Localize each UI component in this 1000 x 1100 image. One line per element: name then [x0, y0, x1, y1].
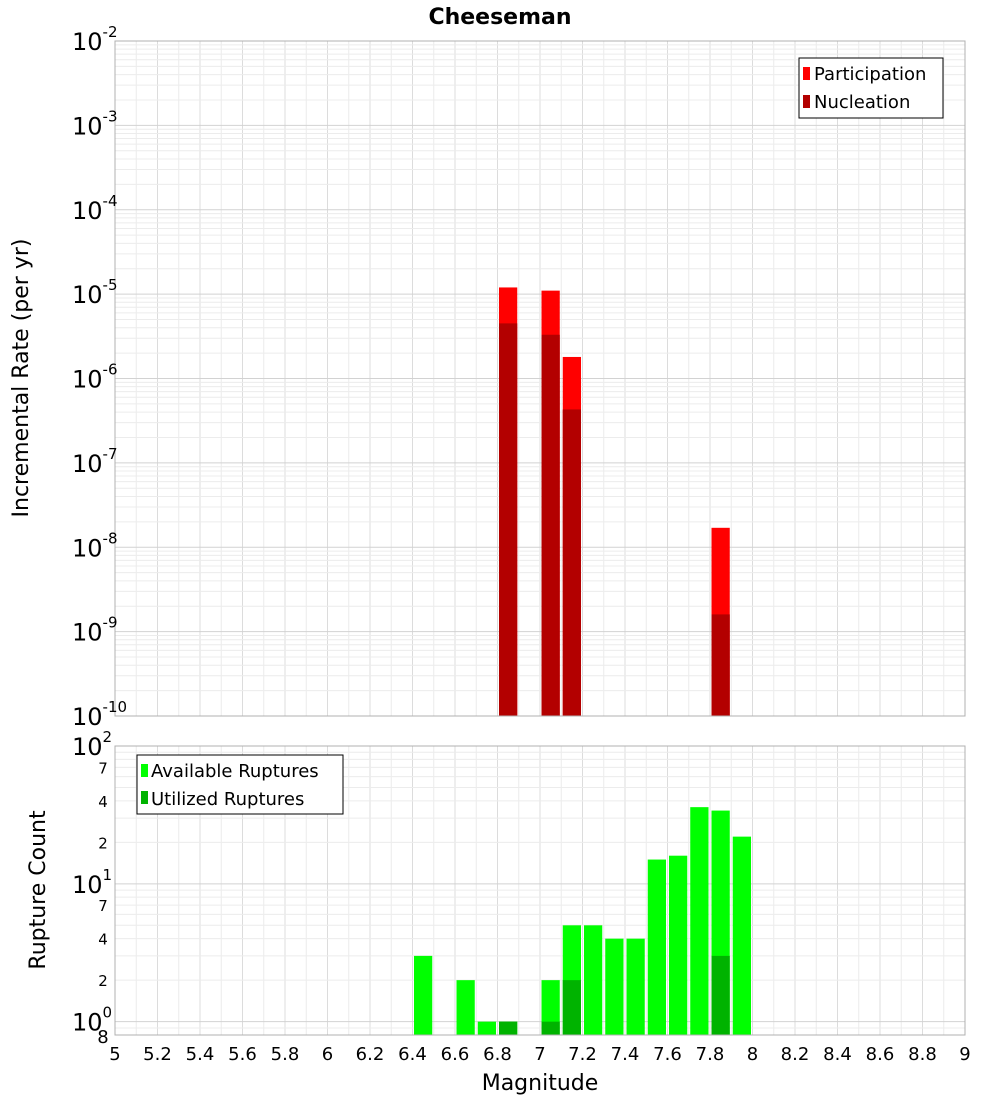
x-axis-label: Magnitude — [482, 1071, 599, 1096]
bottom-legend-box — [136, 754, 344, 815]
legend-label-available: Available Ruptures — [151, 761, 319, 782]
count-bar-b-6.85 — [499, 1021, 518, 1035]
bottom-plot-border — [114, 745, 966, 1036]
bottom-y-tick-labels: 100 101 102 8 2 4 7 2 4 7 — [72, 728, 112, 1048]
bottom-y-axis-label: Rupture Count — [26, 810, 51, 970]
count-bar-a-7.95 — [732, 836, 751, 1035]
count-bar-a-7.25 — [584, 925, 603, 1035]
count-bar-a-7.65 — [669, 855, 688, 1035]
top-grid — [114, 40, 966, 717]
x-tick-label: 6.2 — [356, 1044, 385, 1065]
count-bar-a-7.05 — [541, 980, 560, 1035]
legend-swatch-available — [141, 764, 148, 777]
y-minor-tick-label: 8 — [97, 1027, 108, 1048]
top-plot-border — [114, 40, 966, 717]
count-bar-a-7.35 — [605, 938, 624, 1035]
top-y-axis-label: Incremental Rate (per yr) — [9, 239, 34, 518]
count-bar-a-7.75 — [690, 807, 709, 1035]
y-tick-label-rate: 10-2 — [72, 23, 118, 56]
top-bars — [499, 287, 730, 716]
y-tick-label-rate: 10-9 — [72, 614, 118, 647]
x-tick-label: 8 — [747, 1044, 758, 1065]
legend-swatch-participation — [803, 67, 810, 80]
y-tick-label-rate: 10-6 — [72, 361, 118, 394]
top-y-tick-labels: 10-10 10-9 10-8 10-7 10-6 10-5 10-4 10-3 10-2 — [72, 23, 127, 731]
legend-label-participation: Participation — [814, 64, 926, 85]
legend-swatch-utilized — [141, 791, 148, 804]
top-legend: Participation Nucleation — [798, 57, 944, 119]
y-minor-tick-label: 4 — [98, 931, 108, 949]
rate-bar-b-7.05 — [541, 334, 560, 716]
x-tick-label: 5.4 — [186, 1044, 215, 1065]
rate-bar-b-7.15 — [562, 409, 581, 716]
count-bar-a-6.75 — [477, 1021, 496, 1035]
count-bar-a-6.45 — [414, 955, 433, 1035]
y-tick-label-rate: 10-4 — [72, 192, 118, 225]
y-tick-label-rate: 10-3 — [72, 107, 118, 140]
y-tick-label-count: 101 — [72, 866, 112, 899]
legend-swatch-nucleation — [803, 95, 810, 108]
x-tick-label: 6 — [322, 1044, 333, 1065]
x-tick-label: 7.8 — [696, 1044, 725, 1065]
x-tick-label: 6.8 — [483, 1044, 512, 1065]
rate-bar-b-6.85 — [499, 323, 518, 716]
y-minor-tick-label: 2 — [98, 972, 108, 990]
x-tick-labels: 5 5.2 5.4 5.6 5.8 6 6.2 6.4 6.6 6.8 7 7.2 7.4 7.6 7.8 8… — [109, 1044, 970, 1065]
count-bar-a-7.55 — [647, 859, 666, 1035]
x-tick-label: 8.6 — [866, 1044, 895, 1065]
legend-label-utilized: Utilized Ruptures — [151, 789, 304, 810]
bottom-legend: Available Ruptures Utilized Ruptures — [136, 754, 344, 815]
x-tick-label: 5 — [109, 1044, 120, 1065]
y-minor-tick-label: 2 — [98, 834, 108, 852]
x-tick-label: 5.2 — [143, 1044, 172, 1065]
count-bar-b-7.15 — [562, 980, 581, 1035]
x-tick-label: 7 — [534, 1044, 545, 1065]
count-bar-b-7.05 — [541, 1021, 560, 1035]
x-tick-label: 9 — [959, 1044, 970, 1065]
x-tick-label: 7.2 — [568, 1044, 597, 1065]
x-tick-label: 6.6 — [441, 1044, 470, 1065]
y-tick-label-count: 102 — [72, 728, 112, 761]
y-minor-tick-label: 7 — [98, 759, 108, 777]
legend-label-nucleation: Nucleation — [814, 92, 910, 113]
y-tick-label-rate: 10-10 — [72, 698, 127, 731]
x-tick-label: 8.2 — [781, 1044, 810, 1065]
count-bar-a-6.65 — [456, 980, 475, 1035]
chart-title: Cheeseman — [428, 5, 571, 30]
y-tick-label-rate: 10-7 — [72, 445, 118, 478]
x-tick-label: 8.8 — [908, 1044, 937, 1065]
x-tick-label: 6.4 — [398, 1044, 427, 1065]
y-tick-label-rate: 10-8 — [72, 529, 118, 562]
x-tick-label: 5.6 — [228, 1044, 257, 1065]
bottom-bars — [414, 807, 751, 1035]
count-bar-b-7.85 — [711, 955, 730, 1035]
rate-bar-b-7.85 — [711, 614, 730, 716]
x-tick-label: 5.8 — [271, 1044, 300, 1065]
x-tick-label: 7.6 — [653, 1044, 682, 1065]
y-tick-label-count: 100 — [72, 1004, 112, 1037]
top-legend-box — [798, 57, 944, 119]
y-minor-tick-label: 4 — [98, 793, 108, 811]
y-minor-tick-label: 7 — [98, 897, 108, 915]
x-tick-label: 8.4 — [823, 1044, 852, 1065]
x-tick-label: 7.4 — [611, 1044, 640, 1065]
count-bar-a-7.45 — [626, 938, 645, 1035]
y-tick-label-rate: 10-5 — [72, 276, 118, 309]
